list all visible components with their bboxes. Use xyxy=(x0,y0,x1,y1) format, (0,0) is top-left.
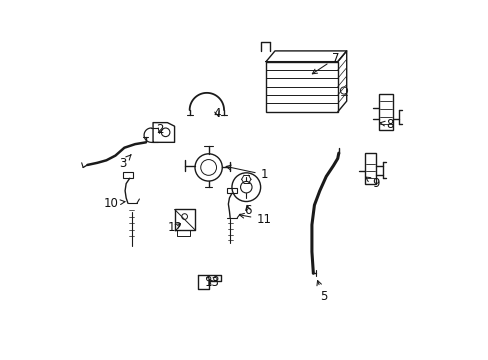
Text: 11: 11 xyxy=(239,213,271,226)
Bar xyxy=(177,230,190,235)
Text: 6: 6 xyxy=(244,204,251,217)
Bar xyxy=(265,62,337,112)
Text: 1: 1 xyxy=(225,165,267,181)
Bar xyxy=(378,94,392,130)
Text: 2: 2 xyxy=(156,123,163,136)
Text: 10: 10 xyxy=(103,197,125,210)
Bar xyxy=(122,172,133,178)
Text: 8: 8 xyxy=(379,118,393,131)
Text: 5: 5 xyxy=(316,280,326,303)
Text: 7: 7 xyxy=(312,51,339,74)
Text: 9: 9 xyxy=(365,177,379,190)
Text: 12: 12 xyxy=(167,221,183,234)
Bar xyxy=(364,153,376,184)
Text: 3: 3 xyxy=(119,155,131,170)
Text: 13: 13 xyxy=(204,276,219,289)
Text: 4: 4 xyxy=(213,107,221,120)
Bar xyxy=(226,188,236,193)
